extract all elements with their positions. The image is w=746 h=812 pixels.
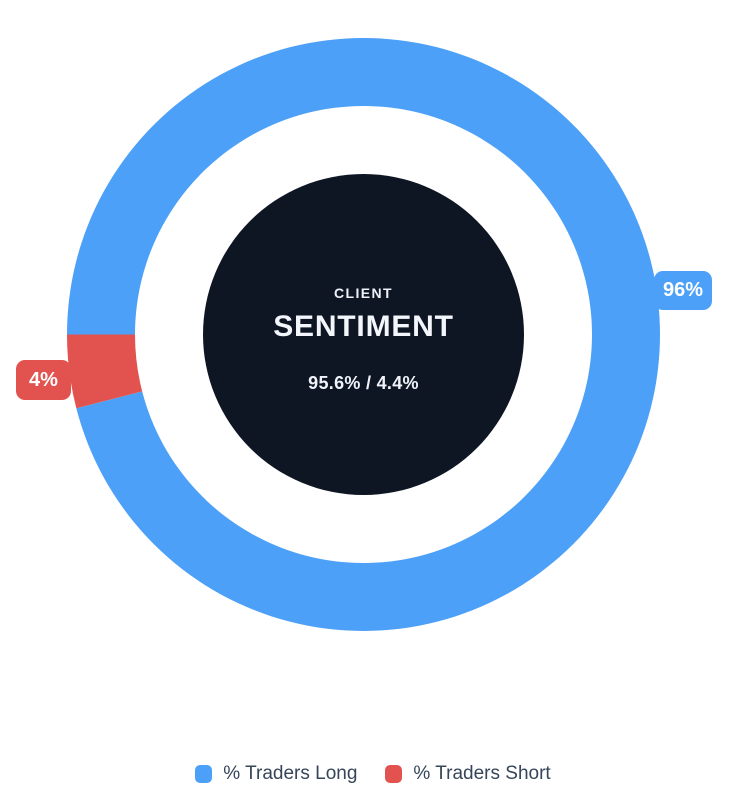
center-text: CLIENT SENTIMENT 95.6% / 4.4% — [203, 174, 524, 495]
chart-legend: % Traders Long % Traders Short — [0, 762, 746, 786]
center-label-sentiment: SENTIMENT — [273, 309, 454, 343]
segment-traders-short[interactable] — [67, 334, 143, 409]
callout-badge-short: 4% — [16, 360, 71, 400]
center-label-values: 95.6% / 4.4% — [308, 372, 419, 393]
legend-swatch-long-icon — [195, 765, 213, 783]
legend-swatch-short-icon — [385, 765, 403, 783]
callout-badge-long: 96% — [654, 271, 712, 310]
legend-label-long: % Traders Long — [223, 763, 358, 784]
legend-item-traders-long[interactable]: % Traders Long — [195, 762, 357, 786]
legend-item-traders-short[interactable]: % Traders Short — [385, 762, 551, 786]
center-label-client: CLIENT — [334, 284, 393, 301]
center-disc — [203, 174, 524, 495]
legend-label-short: % Traders Short — [413, 763, 551, 784]
